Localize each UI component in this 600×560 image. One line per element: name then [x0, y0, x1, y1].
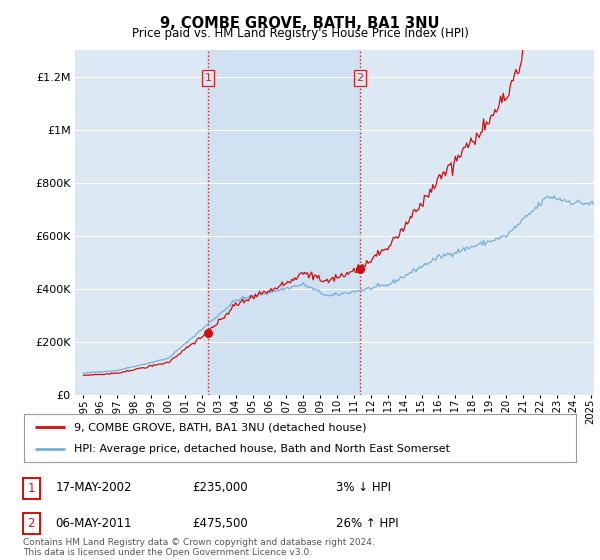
Text: 9, COMBE GROVE, BATH, BA1 3NU: 9, COMBE GROVE, BATH, BA1 3NU [160, 16, 440, 31]
Text: 06-MAY-2011: 06-MAY-2011 [55, 516, 132, 530]
Text: Contains HM Land Registry data © Crown copyright and database right 2024.
This d: Contains HM Land Registry data © Crown c… [23, 538, 374, 557]
Text: 1: 1 [28, 482, 35, 495]
Text: Price paid vs. HM Land Registry's House Price Index (HPI): Price paid vs. HM Land Registry's House … [131, 27, 469, 40]
Text: 2: 2 [356, 73, 364, 83]
Text: 9, COMBE GROVE, BATH, BA1 3NU (detached house): 9, COMBE GROVE, BATH, BA1 3NU (detached … [74, 422, 366, 432]
Bar [208, 50, 360, 395]
Text: HPI: Average price, detached house, Bath and North East Somerset: HPI: Average price, detached house, Bath… [74, 444, 449, 454]
Text: 26% ↑ HPI: 26% ↑ HPI [336, 516, 398, 530]
Text: £235,000: £235,000 [192, 481, 248, 494]
Text: 1: 1 [205, 73, 212, 83]
Text: 2: 2 [28, 517, 35, 530]
Text: 3% ↓ HPI: 3% ↓ HPI [336, 481, 391, 494]
Text: 17-MAY-2002: 17-MAY-2002 [55, 481, 132, 494]
Text: £475,500: £475,500 [192, 516, 248, 530]
